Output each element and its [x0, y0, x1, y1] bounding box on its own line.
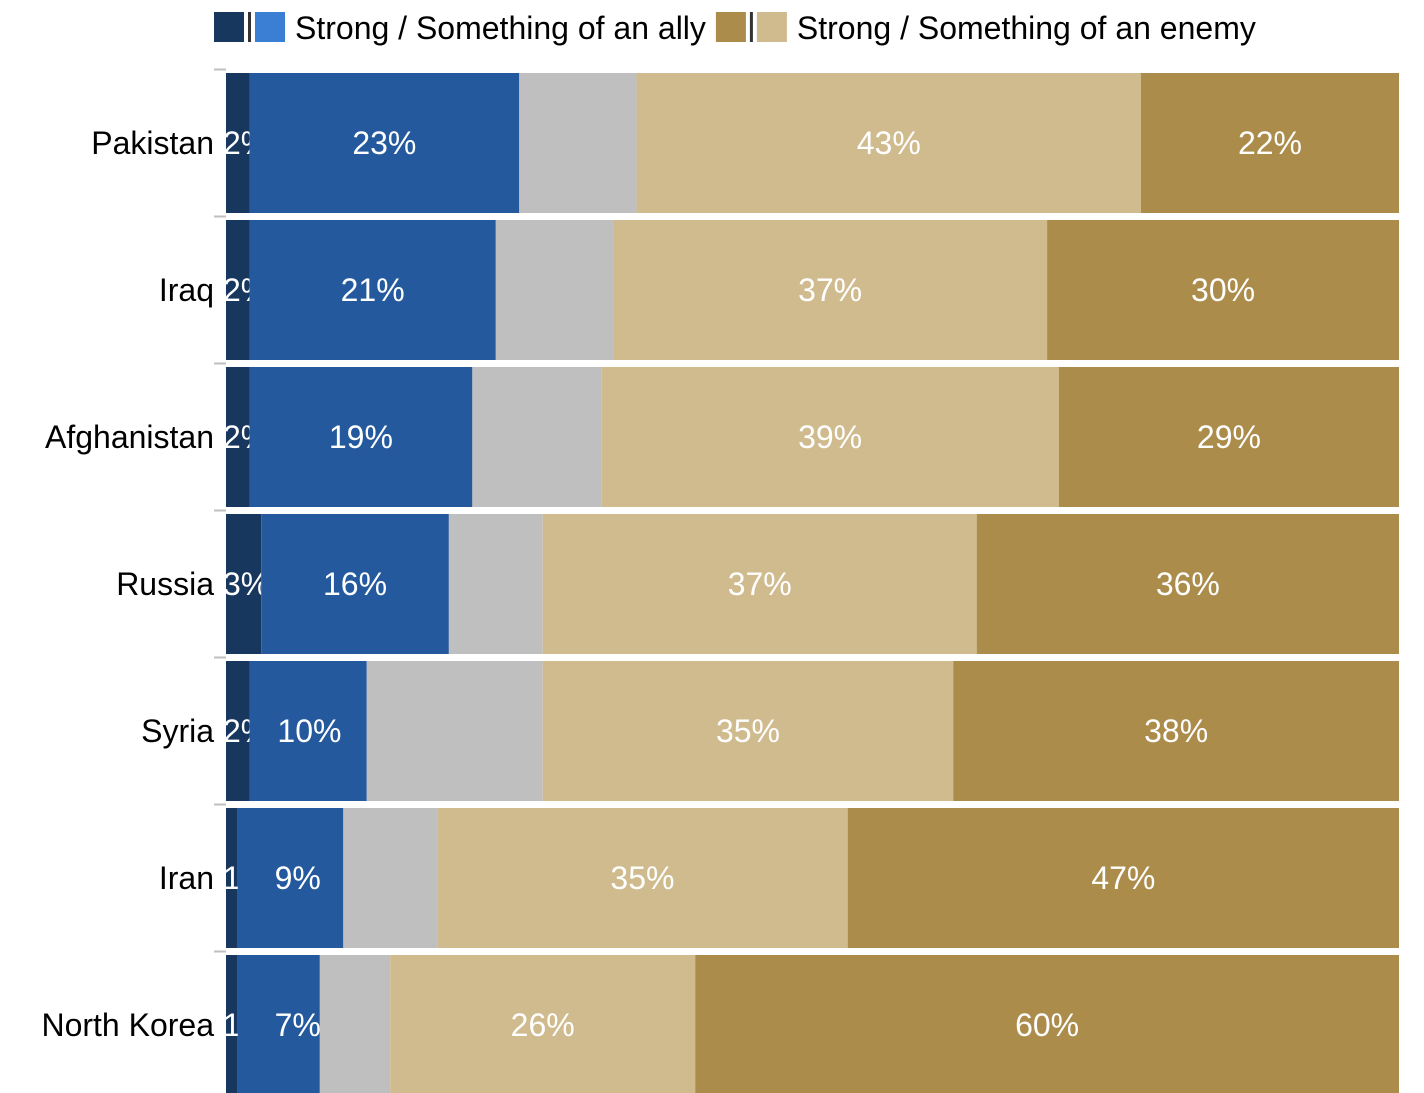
bar-segment-neither	[343, 808, 438, 948]
bar-segment-neither	[366, 661, 543, 801]
bar-segment-something_ally	[261, 514, 449, 654]
data-label: 35%	[610, 860, 674, 896]
category-label: Afghanistan	[45, 419, 214, 455]
data-label: 43%	[857, 125, 921, 161]
category-axis	[214, 68, 226, 953]
bar-segment-neither	[472, 367, 602, 507]
legend-label: Strong / Something of an enemy	[797, 10, 1256, 46]
bar-segment-strong_ally	[226, 73, 250, 213]
data-label: 36%	[1156, 566, 1220, 602]
bar-segment-something_ally	[237, 808, 344, 948]
bar-segment-something_enemy	[636, 73, 1141, 213]
legend-label: Strong / Something of an ally	[295, 10, 706, 46]
data-label: 29%	[1197, 419, 1261, 455]
bar-segment-strong_enemy	[695, 955, 1399, 1093]
data-label: 22%	[1238, 125, 1302, 161]
data-label: 37%	[728, 566, 792, 602]
data-label: 10%	[277, 713, 341, 749]
bar-segment-something_enemy	[542, 514, 977, 654]
bar-segment-strong_enemy	[1047, 220, 1399, 360]
bar-segment-something_ally	[249, 367, 473, 507]
data-label: 60%	[1015, 1007, 1079, 1043]
bar-segment-something_enemy	[437, 808, 848, 948]
bar-segment-something_ally	[249, 220, 496, 360]
plot-area: 2% 23% 43% 22%2% 21% 37% 30%2% 19% 39% 29%3% 16% 37…	[223, 73, 1399, 1093]
category-label: Russia	[116, 566, 214, 602]
bar-segment-strong_ally	[226, 367, 250, 507]
legend-swatch	[756, 12, 787, 42]
category-labels: Pakistan Iraq Afghanistan Russia Syria Iran No…	[41, 125, 214, 1043]
bar-segment-neither	[519, 73, 637, 213]
bar-segment-something_enemy	[542, 661, 954, 801]
category-label: Syria	[141, 713, 214, 749]
bar-segment-strong_enemy	[953, 661, 1399, 801]
bar-segment-something_enemy	[613, 220, 1048, 360]
bar-segment-strong_enemy	[847, 808, 1399, 948]
data-label: 47%	[1091, 860, 1155, 896]
bar-segment-strong_enemy	[1058, 367, 1399, 507]
bar-segment-neither	[319, 955, 391, 1093]
category-label: Pakistan	[91, 125, 214, 161]
bar-segment-something_ally	[249, 661, 367, 801]
legend-swatch	[255, 12, 285, 42]
data-label: 38%	[1144, 713, 1208, 749]
bar-segment-strong_ally	[226, 220, 250, 360]
bar-segment-strong_ally	[226, 514, 262, 654]
data-label: 9%	[275, 860, 321, 896]
data-label: 19%	[329, 419, 393, 455]
bar-segment-something_ally	[237, 955, 320, 1093]
data-label: 26%	[511, 1007, 575, 1043]
bar-segment-neither	[495, 220, 614, 360]
legend-entry: Strong / Something of an ally	[214, 10, 706, 46]
data-label: 23%	[352, 125, 416, 161]
bar-segment-strong_ally	[226, 808, 238, 948]
data-label: 7%	[275, 1007, 321, 1043]
legend-entry: Strong / Something of an enemy	[715, 10, 1256, 46]
bar-segment-something_enemy	[601, 367, 1059, 507]
bar-segment-something_enemy	[390, 955, 696, 1093]
legend-swatch	[214, 12, 244, 42]
data-label: 30%	[1191, 272, 1255, 308]
bar-segment-strong_enemy	[976, 514, 1399, 654]
category-label: Iraq	[159, 272, 214, 308]
data-label: 16%	[323, 566, 387, 602]
category-label: North Korea	[41, 1007, 214, 1043]
data-label: 35%	[716, 713, 780, 749]
category-label: Iran	[159, 860, 214, 896]
legend-swatch	[715, 12, 746, 42]
legend-swatch-separator	[248, 12, 251, 42]
bar-segment-strong_ally	[226, 955, 238, 1093]
bar-segment-strong_enemy	[1140, 73, 1399, 213]
data-label: 39%	[798, 419, 862, 455]
bar-segment-something_ally	[249, 73, 520, 213]
bar-segment-strong_ally	[226, 661, 250, 801]
data-label: 37%	[798, 272, 862, 308]
bar-segment-neither	[448, 514, 543, 654]
legend-swatch-separator	[749, 12, 753, 42]
data-label: 21%	[341, 272, 405, 308]
legend: Strong / Something of an ally Strong / So…	[214, 10, 1256, 46]
